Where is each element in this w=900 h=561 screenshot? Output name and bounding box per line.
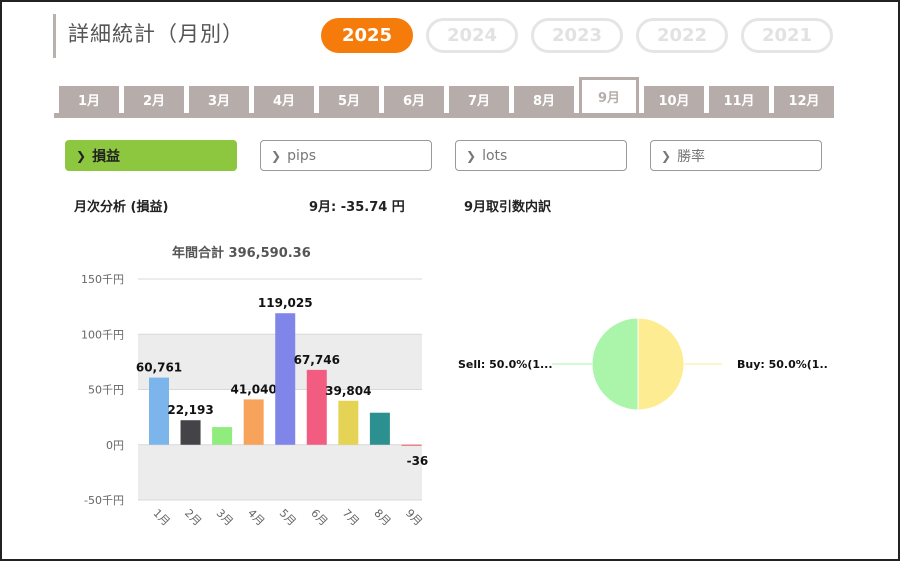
month-tab-8[interactable]: 8月 [514, 86, 574, 113]
bar-8月[interactable] [369, 412, 390, 445]
title-block: 詳細統計（月別） [53, 14, 244, 58]
bar-5月[interactable] [275, 313, 296, 445]
data-label: 22,193 [167, 403, 213, 417]
bar-6月[interactable] [306, 369, 327, 445]
y-tick-label: 150千円 [81, 273, 124, 286]
pie-label-buy: Buy: 50.0%(1.. [737, 358, 828, 371]
y-tick-label: 50千円 [88, 384, 124, 397]
x-tick-label: 3月 [214, 507, 236, 529]
bar-2月[interactable] [180, 420, 201, 445]
x-tick-label: 1月 [151, 507, 173, 529]
x-tick-label: 2月 [182, 507, 204, 529]
bar-9月[interactable] [401, 444, 422, 446]
chevron-right-icon: ❯ [271, 148, 282, 163]
month-tab-12[interactable]: 12月 [774, 86, 834, 113]
data-label: -36 [407, 454, 429, 468]
y-tick-label: 0円 [106, 439, 124, 452]
filter-button-3[interactable]: ❯ 勝率 [650, 140, 822, 171]
month-tab-3[interactable]: 3月 [189, 86, 249, 113]
data-label: 39,804 [325, 384, 371, 398]
filter-label: 損益 [92, 148, 121, 165]
month-tab-4[interactable]: 4月 [254, 86, 314, 113]
year-tab-2022[interactable]: 2022 [636, 18, 728, 53]
x-tick-label: 4月 [245, 507, 267, 529]
year-selector: 2025 2024 2023 2022 2021 [321, 18, 833, 53]
filter-label: lots [482, 147, 508, 164]
x-tick-label: 5月 [277, 507, 299, 529]
month-tab-5[interactable]: 5月 [319, 86, 379, 113]
data-label: 119,025 [258, 296, 313, 310]
data-label: 60,761 [136, 361, 182, 375]
month-summary: 9月: -35.74 円 [309, 200, 405, 215]
data-label: 67,746 [294, 353, 340, 367]
bar-3月[interactable] [212, 427, 233, 445]
x-tick-label: 6月 [308, 507, 330, 529]
bar-7月[interactable] [338, 400, 359, 445]
month-tab-9[interactable]: 9月 [579, 77, 639, 113]
month-tab-6[interactable]: 6月 [384, 86, 444, 113]
bar-4月[interactable] [243, 399, 264, 445]
filter-button-2[interactable]: ❯ lots [455, 140, 627, 171]
trade-pie-chart: Sell: 50.0%(1... Buy: 50.0%(1.. [458, 317, 828, 411]
pie-slice-buy[interactable] [637, 317, 685, 411]
month-tab-11[interactable]: 11月 [709, 86, 769, 113]
pie-slice-sell[interactable] [591, 317, 639, 411]
data-label: 41,040 [231, 382, 277, 396]
monthly-bar-chart: 150千円 100千円 50千円 0円 -50千円 60,761 1月 22,193 2月 3月 4… [81, 273, 429, 529]
x-tick-label: 8月 [371, 507, 393, 529]
chevron-right-icon: ❯ [466, 148, 477, 163]
month-tab-1[interactable]: 1月 [59, 86, 119, 113]
filter-button-0[interactable]: ❯ 損益 [65, 140, 237, 171]
x-tick-label: 9月 [403, 507, 425, 529]
x-tick-label: 7月 [340, 507, 362, 529]
page-title: 詳細統計（月別） [68, 22, 244, 46]
month-tab-7[interactable]: 7月 [449, 86, 509, 113]
annual-total: 年間合計 396,590.36 [172, 246, 311, 261]
filter-label: pips [287, 147, 317, 164]
monthly-analysis-title: 月次分析 (損益) [74, 200, 169, 215]
bar-1月[interactable] [149, 377, 169, 445]
filter-button-1[interactable]: ❯ pips [260, 140, 432, 171]
chevron-right-icon: ❯ [76, 148, 87, 163]
month-tabs: 1月 2月 3月 4月 5月 6月 7月 8月 9月 10月 11月 12月 [54, 77, 834, 118]
trade-breakdown-title: 9月取引数内訳 [464, 200, 552, 215]
y-tick-label: -50千円 [84, 494, 124, 507]
year-tab-2024[interactable]: 2024 [426, 18, 518, 53]
chevron-right-icon: ❯ [661, 148, 672, 163]
month-tab-10[interactable]: 10月 [644, 86, 704, 113]
year-tab-2021[interactable]: 2021 [741, 18, 833, 53]
filter-label: 勝率 [677, 148, 706, 165]
month-tab-2[interactable]: 2月 [124, 86, 184, 113]
pie-label-sell: Sell: 50.0%(1... [458, 358, 553, 371]
plot-band [138, 444, 422, 500]
year-tab-2023[interactable]: 2023 [531, 18, 623, 53]
y-tick-label: 100千円 [81, 328, 124, 341]
year-tab-2025[interactable]: 2025 [321, 18, 413, 53]
